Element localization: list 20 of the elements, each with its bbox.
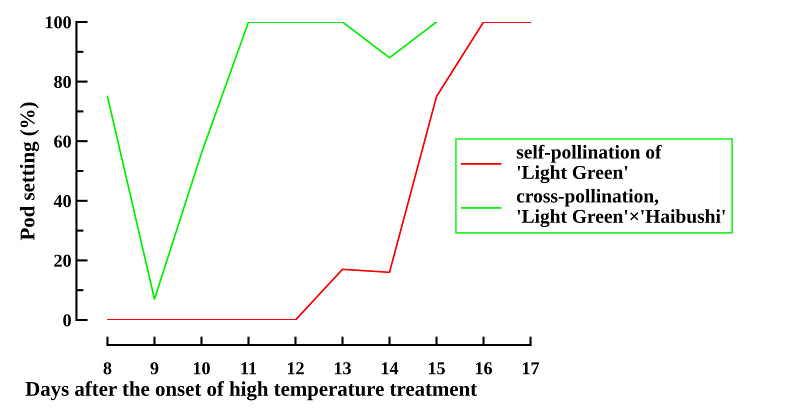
x-tick-label: 12 bbox=[288, 362, 304, 374]
x-tick-label: 13 bbox=[334, 362, 351, 374]
x-tick-label: 16 bbox=[476, 362, 492, 374]
x-tick-label: 11 bbox=[241, 362, 256, 374]
y-tick-label: 0 bbox=[63, 314, 71, 326]
x-axis-title: Days after the onset of high temperature treatment bbox=[26, 381, 478, 400]
legend-label: cross-pollination, 'Light Green'×'Haibushi' bbox=[516, 188, 725, 228]
y-axis-title: Pod setting (%) bbox=[20, 102, 39, 240]
x-tick-label: 14 bbox=[382, 362, 398, 374]
y-tick-label: 60 bbox=[54, 135, 71, 148]
x-tick-label: 10 bbox=[194, 362, 210, 374]
y-tick-label: 100 bbox=[46, 16, 71, 28]
x-tick-label: 8 bbox=[104, 362, 112, 374]
y-tick-label: 20 bbox=[54, 254, 71, 267]
x-tick-label: 17 bbox=[522, 362, 540, 374]
x-tick-label: 9 bbox=[150, 362, 158, 374]
y-tick-label: 40 bbox=[54, 195, 71, 208]
y-tick-label: 80 bbox=[54, 76, 71, 88]
line-series bbox=[107, 22, 438, 300]
x-tick-label: 15 bbox=[428, 362, 445, 374]
